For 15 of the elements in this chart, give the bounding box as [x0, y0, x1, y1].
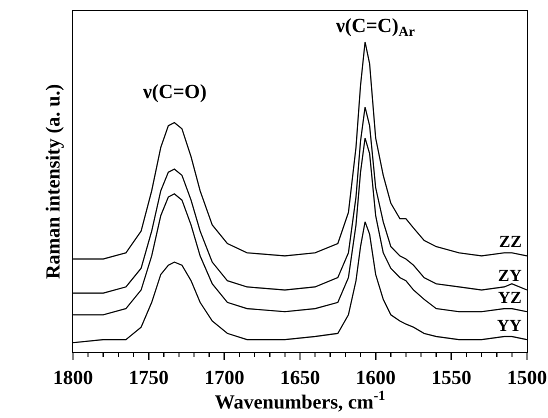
x-tick-label: 1500 [507, 367, 547, 390]
x-tick-label: 1550 [431, 367, 472, 390]
x-axis-title: Wavenumbers, cm$^{-1}$ [214, 389, 386, 414]
series-label: ZZ [499, 232, 522, 251]
text: ν(C=C)$_{Ar}$ [335, 15, 415, 40]
y-axis-title: Raman intensity (a. u.) [42, 84, 64, 280]
x-tick-label: 1750 [128, 367, 169, 390]
series-label: ZY [498, 266, 522, 285]
series-label: YZ [498, 288, 522, 307]
x-tick-label: 1700 [204, 367, 244, 390]
annotation: ν(C=O) [142, 81, 207, 103]
x-tick-label: 1800 [53, 367, 93, 390]
x-tick-label: 1650 [280, 367, 320, 390]
x-tick-label: 1600 [356, 367, 396, 390]
series-label: YY [497, 316, 522, 335]
